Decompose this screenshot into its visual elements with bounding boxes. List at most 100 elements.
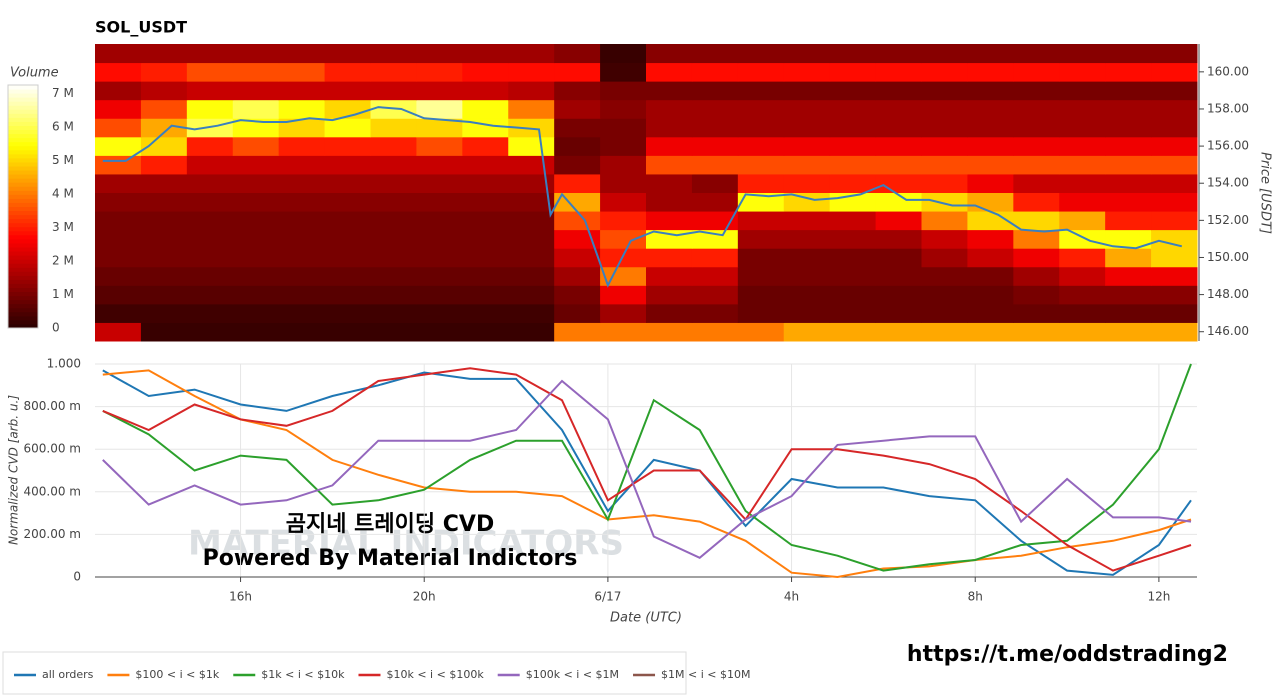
- heat-cell: [186, 211, 234, 231]
- heat-cell: [737, 44, 785, 64]
- heat-cell: [1105, 322, 1152, 342]
- heat-cell: [783, 303, 831, 323]
- colorbar-band: [8, 141, 38, 147]
- series-line: [102, 369, 1192, 576]
- legend-label: all orders: [42, 668, 94, 681]
- colorbar-band: [8, 105, 38, 110]
- heat-cell: [1105, 62, 1152, 82]
- colorbar-band: [8, 153, 38, 159]
- heat-cell: [370, 81, 417, 101]
- heat-cell: [921, 173, 968, 193]
- colorbar-band: [8, 133, 38, 139]
- heat-cell: [646, 303, 693, 323]
- chart-title: SOL_USDT: [95, 18, 187, 37]
- heat-cell: [967, 118, 1014, 138]
- heat-cell: [600, 192, 647, 212]
- heat-cell: [324, 136, 371, 156]
- heat-cell: [416, 62, 463, 82]
- heat-cell: [324, 62, 371, 82]
- heat-cell: [95, 211, 142, 231]
- heat-cell: [737, 81, 785, 101]
- colorbar-band: [8, 125, 38, 131]
- heat-cell: [186, 248, 234, 268]
- y-tick-label: 800.00 m: [24, 399, 82, 413]
- heat-cell: [416, 285, 463, 305]
- heat-cell: [783, 62, 831, 82]
- heat-cell: [186, 81, 234, 101]
- heat-cell: [875, 99, 922, 119]
- colorbar-band: [8, 307, 38, 313]
- heat-cell: [1059, 229, 1106, 249]
- colorbar-tick-label: 3 M: [52, 220, 74, 234]
- heat-cell: [140, 248, 188, 268]
- heat-cell: [232, 211, 280, 231]
- colorbar-tick-label: 2 M: [52, 253, 74, 267]
- heat-cell: [1105, 192, 1152, 212]
- colorbar-band: [8, 194, 38, 199]
- heat-cell: [186, 62, 234, 82]
- colorbar-band: [8, 299, 38, 305]
- overlay-subtitle: Powered By Material Indictors: [203, 546, 578, 571]
- heat-cell: [278, 303, 326, 323]
- heat-cell: [1105, 81, 1152, 101]
- heat-cell: [1059, 155, 1106, 175]
- heat-cell: [646, 155, 693, 175]
- heat-cell: [646, 322, 693, 342]
- heat-cell: [186, 303, 234, 323]
- heat-cell: [875, 173, 922, 193]
- colorbar-band: [8, 311, 38, 317]
- heat-cell: [140, 322, 188, 342]
- x-tick-label: 20h: [413, 590, 436, 604]
- heat-cell: [554, 211, 601, 231]
- heat-cell: [140, 81, 188, 101]
- heat-cell: [140, 155, 188, 175]
- heat-cell: [232, 303, 280, 323]
- heat-cell: [462, 155, 509, 175]
- y-tick-label: 148.00: [1207, 287, 1249, 301]
- heat-cell: [1151, 211, 1198, 231]
- y-tick-label: 200.00 m: [24, 527, 82, 541]
- colorbar-band: [8, 319, 38, 325]
- heat-cell: [462, 322, 509, 342]
- heat-cell: [324, 266, 371, 286]
- heat-cell: [370, 285, 417, 305]
- heat-cell: [1059, 303, 1106, 323]
- colorbar-band: [8, 89, 38, 94]
- heat-cell: [140, 99, 188, 119]
- heat-cell: [416, 229, 463, 249]
- heat-cell: [370, 44, 417, 64]
- heat-cell: [600, 81, 647, 101]
- heat-cell: [1151, 173, 1198, 193]
- heat-cell: [829, 248, 877, 268]
- colorbar-band: [8, 149, 38, 155]
- colorbar-band: [8, 101, 38, 106]
- heat-cell: [691, 136, 739, 156]
- heat-cell: [691, 322, 739, 342]
- heat-cell: [370, 173, 417, 193]
- heat-cell: [1105, 248, 1152, 268]
- heat-cell: [967, 285, 1014, 305]
- heat-cell: [1151, 229, 1198, 249]
- heat-cell: [921, 81, 968, 101]
- colorbar-tick-label: 7 M: [52, 86, 74, 100]
- colorbar-band: [8, 186, 38, 191]
- legend-label: $100k < i < $1M: [526, 668, 619, 681]
- heat-cell: [508, 322, 555, 342]
- heat-cell: [232, 173, 280, 193]
- colorbar-tick-label: 6 M: [52, 119, 74, 133]
- heat-cell: [646, 173, 693, 193]
- heat-cell: [829, 99, 877, 119]
- heat-cell: [140, 266, 188, 286]
- heat-cell: [967, 99, 1014, 119]
- heat-cell: [829, 266, 877, 286]
- heat-cell: [829, 62, 877, 82]
- heat-cell: [646, 266, 693, 286]
- heat-cell: [140, 229, 188, 249]
- heat-cell: [829, 173, 877, 193]
- heat-cell: [921, 62, 968, 82]
- heat-cell: [186, 322, 234, 342]
- x-tick-label: 16h: [229, 590, 252, 604]
- heat-cell: [554, 285, 601, 305]
- heat-cell: [1105, 229, 1152, 249]
- heat-cell: [324, 81, 371, 101]
